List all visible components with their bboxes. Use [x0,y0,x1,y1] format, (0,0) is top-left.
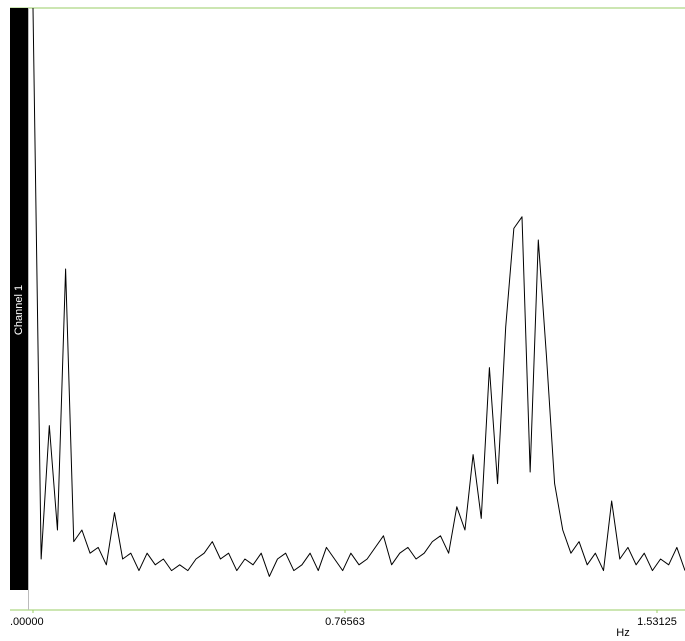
channel-bar [10,8,28,590]
x-tick-label: 1.53125 [637,616,677,628]
channel-label: Channel 1 [13,285,25,335]
spectrum-line [32,7,685,577]
x-tick-label: 0.76563 [325,616,365,628]
x-axis-label: Hz [616,627,629,639]
x-tick-label: .00000 [10,616,44,628]
